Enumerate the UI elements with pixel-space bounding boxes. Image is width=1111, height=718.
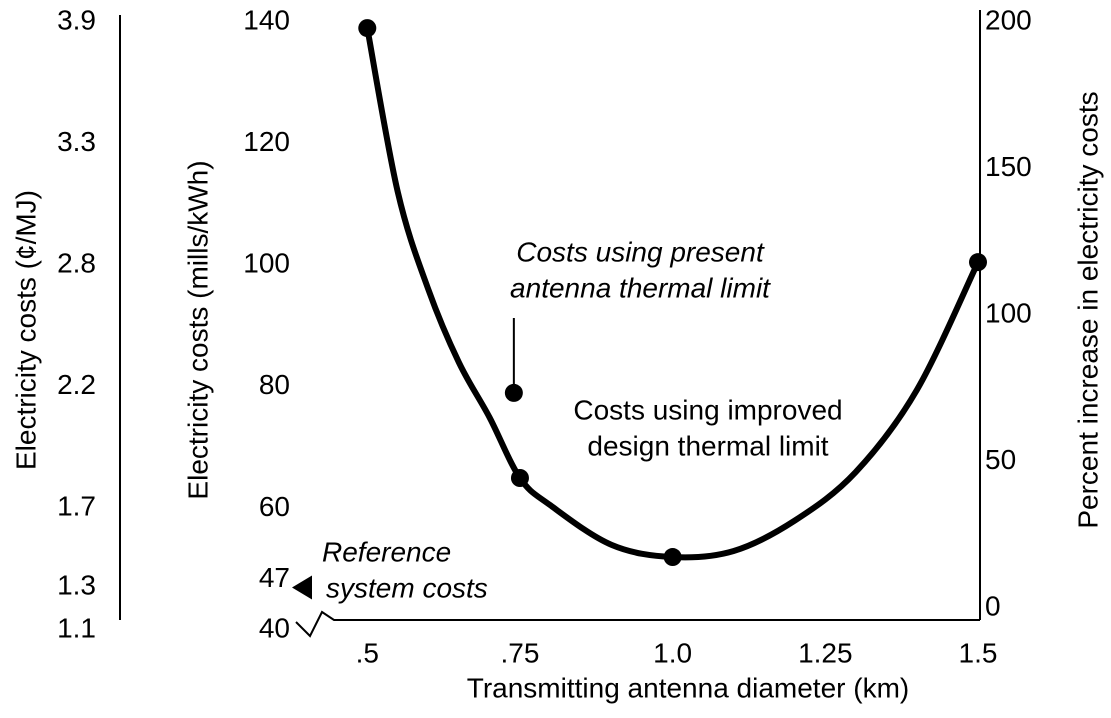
y2-tick-label: 50 <box>985 444 1016 475</box>
reference-marker <box>292 575 312 600</box>
x-tick-label: .5 <box>356 637 379 668</box>
y3-tick-label: 2.8 <box>57 248 96 279</box>
x-axis-line <box>295 610 980 638</box>
y3-tick-label: 3.3 <box>57 126 96 157</box>
y-tick-label: 60 <box>259 491 290 522</box>
y-tick-label: 47 <box>259 562 290 593</box>
data-point <box>510 469 529 487</box>
annotation: system costs <box>326 572 488 603</box>
y-tick-label: 40 <box>259 612 290 643</box>
x-tick-label: 1.5 <box>959 637 998 668</box>
x-tick-label: 1.0 <box>653 637 692 668</box>
y-tick-label: 100 <box>243 248 290 279</box>
x-tick-label: .75 <box>500 637 539 668</box>
annotation: Reference <box>322 536 451 567</box>
y-tick-label: 120 <box>243 126 290 157</box>
annotation: antenna thermal limit <box>510 272 771 303</box>
y3-tick-label: 1.7 <box>57 491 96 522</box>
x-tick-label: 1.25 <box>798 637 853 668</box>
y3-tick-label: 2.2 <box>57 369 96 400</box>
y3-tick-label: 1.3 <box>57 570 96 601</box>
y2-axis-label: Percent increase in electricity costs <box>1072 91 1103 528</box>
y-tick-label: 80 <box>259 369 290 400</box>
y3-axis-label: Electricity costs (¢/MJ) <box>10 190 41 470</box>
present-point <box>504 383 523 402</box>
y3-tick-label: 3.9 <box>57 4 96 35</box>
y-axis-label: Electricity costs (mills/kWh) <box>182 160 213 499</box>
y2-tick-label: 200 <box>985 4 1032 35</box>
data-point <box>663 548 682 567</box>
annotation: Costs using present <box>516 236 765 267</box>
annotation: Costs using improved <box>573 394 842 425</box>
y-tick-label: 140 <box>243 4 290 35</box>
cost-curve <box>364 27 981 561</box>
data-point <box>969 253 987 272</box>
y2-tick-label: 100 <box>985 297 1032 328</box>
y2-tick-label: 0 <box>985 590 1001 621</box>
y3-tick-label: 1.1 <box>57 612 96 643</box>
y2-tick-label: 150 <box>985 151 1032 182</box>
x-axis-label: Transmitting antenna diameter (km) <box>467 672 909 703</box>
data-point <box>358 19 377 38</box>
annotation: design thermal limit <box>587 430 828 461</box>
